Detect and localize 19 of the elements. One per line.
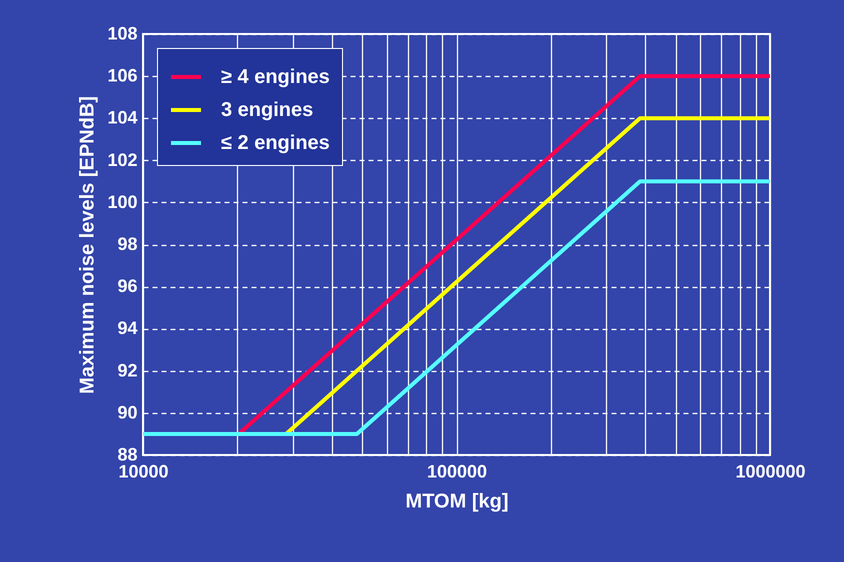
y-tick-label: 94 bbox=[117, 318, 138, 338]
y-tick-label: 96 bbox=[117, 276, 138, 296]
y-tick-label: 92 bbox=[117, 360, 138, 380]
y-tick-label: 104 bbox=[107, 108, 138, 128]
y-axis-title: Maximum noise levels [EPNdB] bbox=[76, 96, 98, 394]
x-tick-label: 10000 bbox=[118, 462, 169, 482]
x-axis-title: MTOM [kg] bbox=[406, 490, 508, 512]
x-tick-label: 100000 bbox=[426, 462, 488, 482]
y-tick-label: 100 bbox=[107, 192, 138, 212]
y-tick-label: 88 bbox=[117, 444, 138, 464]
y-tick-label: 102 bbox=[107, 150, 138, 170]
legend-label: 3 engines bbox=[221, 99, 314, 121]
y-tick-label: 90 bbox=[117, 402, 138, 422]
y-tick-label: 98 bbox=[117, 234, 138, 254]
legend-label: ≥ 4 engines bbox=[221, 66, 330, 88]
x-tick-label: 1000000 bbox=[735, 462, 806, 482]
y-tick-label: 106 bbox=[107, 66, 138, 86]
legend-label: ≤ 2 engines bbox=[221, 132, 330, 154]
y-tick-label: 108 bbox=[107, 24, 138, 44]
